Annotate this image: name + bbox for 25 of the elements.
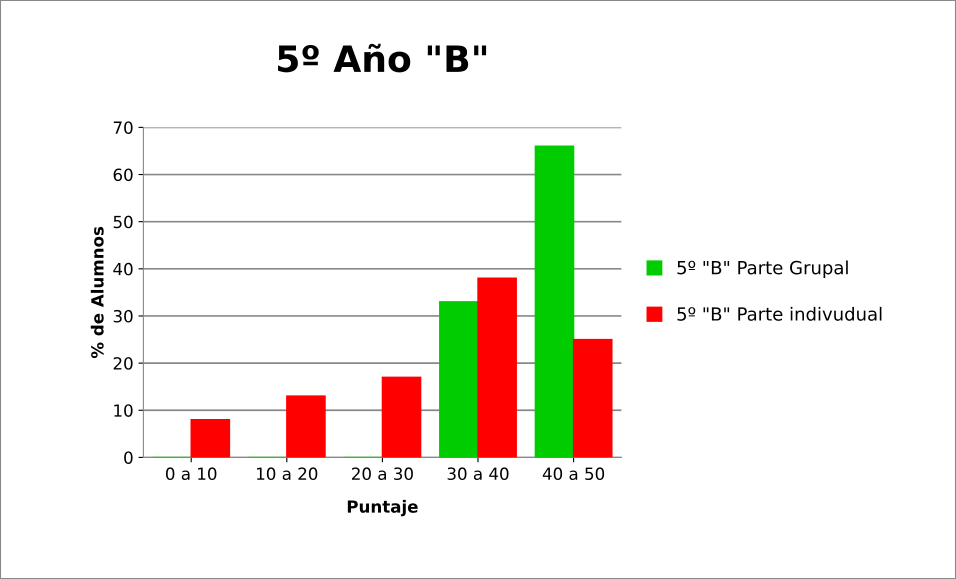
chart-title: 5º Año "B" [278,44,486,72]
bar [382,376,422,458]
y-tick-label: 20 [114,357,133,370]
y-tick-label: 50 [114,216,133,228]
bar [534,146,574,458]
y-axis-title: % de Alumnos [90,226,104,358]
y-tick-label: 70 [114,121,133,134]
x-tick-label: 40 a 50 [542,467,604,480]
bar [439,301,479,458]
y-tick-label: 60 [114,168,133,182]
y-tick-label: 40 [113,262,133,276]
y-tick-label: 0 [124,451,133,464]
x-tick-label: 20 a 30 [352,467,413,480]
bar [190,418,230,458]
legend-label: 5º "B" Parte indivudual [677,306,882,321]
x-tick-label: 0 a 10 [166,467,216,480]
x-tick-label: 10 a 20 [257,467,318,480]
x-axis-title: Puntaje [348,500,418,516]
legend-label: 5º "B" Parte Grupal [677,260,848,278]
bar [286,395,326,458]
bar [477,278,517,458]
y-tick-label: 30 [114,310,133,323]
y-tick-label: 10 [114,404,133,417]
bar [572,338,613,458]
x-tick-label: 30 a 40 [448,467,509,480]
